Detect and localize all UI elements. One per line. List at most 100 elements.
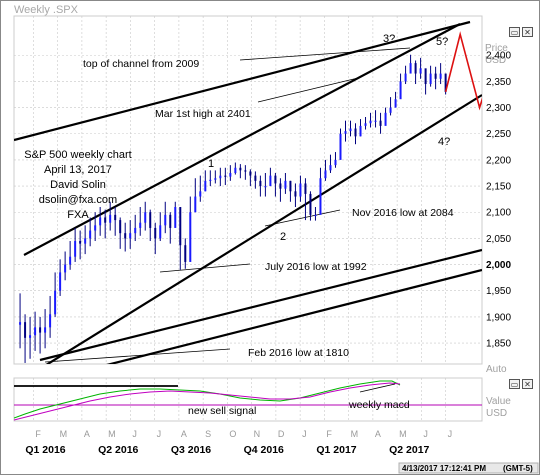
price-axis-label: Price (485, 43, 508, 54)
candle-body (209, 179, 212, 181)
month-tick-label: D (278, 429, 285, 439)
candle-body (439, 73, 442, 79)
candle-body (384, 112, 387, 126)
y-tick-label: 2,400 (486, 51, 511, 62)
month-tick-label: J (132, 429, 137, 439)
candle-body (54, 290, 57, 315)
macd-panel-close-button[interactable]: ✕ (522, 379, 533, 389)
candle-body (234, 167, 237, 173)
y-tick-label: 2,100 (486, 208, 511, 219)
y-tick-label: 2,300 (486, 103, 511, 114)
candle-body (434, 73, 437, 79)
month-tick-label: A (84, 429, 90, 439)
candle-body (24, 322, 27, 338)
macd-panel-restore-button[interactable]: ▭ (509, 379, 520, 389)
candle-body (189, 212, 192, 262)
candle-body (99, 217, 102, 226)
label-new-sell-signal: new sell signal (188, 405, 256, 417)
candle-body (169, 214, 172, 228)
y-tick-label: 2,350 (486, 77, 511, 88)
candle-body (34, 327, 37, 336)
candle-body (184, 245, 187, 262)
candle-body (79, 241, 82, 244)
candle-body (444, 73, 447, 92)
candle-body (274, 175, 277, 184)
candle-body (254, 175, 257, 181)
candle-body (414, 63, 417, 74)
candle-body (84, 238, 87, 244)
upper-channel-line (23, 23, 461, 256)
candle-body (339, 133, 342, 160)
y-tick-label: 2,000 (486, 260, 511, 271)
auto-scale-label[interactable]: Auto (486, 364, 507, 375)
candle-body (319, 178, 322, 215)
candle-body (114, 214, 117, 221)
candle-body (109, 214, 112, 223)
wave-labels: 1 2 3? 4? 5? (208, 33, 450, 243)
status-bar (398, 462, 539, 474)
candle-body (389, 107, 392, 113)
label-mar-high: Mar 1st high at 2401 (155, 108, 251, 120)
leader-july-low (159, 263, 251, 273)
quarter-tick-label: Q2 2016 (98, 444, 138, 456)
candle-body (204, 180, 207, 192)
candle-body (59, 272, 62, 291)
candle-body (309, 193, 312, 215)
label-feb-low: Feb 2016 low at 1810 (248, 347, 349, 359)
candle-body (424, 68, 427, 85)
quarter-tick-label: Q1 2016 (25, 444, 65, 456)
candle-body (289, 180, 292, 192)
label-weekly-macd: weekly macd (348, 399, 410, 411)
candle-body (239, 167, 242, 171)
candle-body (179, 207, 182, 246)
line-labels: top of channel from 2009 Mar 1st high at… (83, 58, 454, 359)
candle-body (229, 172, 232, 177)
macd-signal-line (14, 382, 401, 421)
lower-channel-line (45, 94, 482, 364)
candle-body (259, 180, 262, 187)
annotation-box: S&P 500 weekly chart April 13, 2017 Davi… (24, 149, 131, 221)
annotation-line-5: FXA (67, 209, 89, 221)
month-tick-label: M (351, 429, 359, 439)
y-tick-label: 1,950 (486, 286, 511, 297)
leader-feb-low (44, 348, 231, 363)
y-tick-labels: 2,400 2,350 2,300 2,250 2,200 2,150 2,100 2,050… (486, 51, 511, 350)
month-tick-label: M (60, 429, 68, 439)
candle-body (29, 335, 32, 338)
candle-body (224, 175, 227, 177)
candle-body (194, 196, 197, 213)
wave-label-2: 2 (280, 231, 286, 243)
price-series (19, 54, 447, 363)
label-nov-low: Nov 2016 low at 2084 (352, 207, 454, 219)
price-axis-unit: USD (485, 55, 506, 66)
leader-mar-high (257, 77, 359, 103)
month-tick-label: N (254, 429, 261, 439)
candle-body (264, 186, 267, 188)
candle-body (134, 227, 137, 234)
vertical-gridlines (33, 16, 446, 364)
y-tick-label: 2,250 (486, 129, 511, 140)
candle-body (199, 191, 202, 197)
candle-body (399, 81, 402, 100)
y-tick-label: 2,150 (486, 182, 511, 193)
candle-body (39, 327, 42, 333)
candle-body (149, 212, 152, 228)
price-panel (13, 15, 483, 365)
long-channel-line-upper (39, 248, 482, 362)
candle-body (64, 264, 67, 273)
price-panel-close-button[interactable]: ✕ (522, 27, 533, 37)
candle-body (359, 125, 362, 137)
label-july-low: July 2016 low at 1992 (265, 261, 367, 273)
candle-body (119, 220, 122, 234)
y-tick-label: 2,050 (486, 234, 511, 245)
price-panel-restore-button[interactable]: ▭ (509, 27, 520, 37)
candle-body (269, 175, 272, 187)
wave-label-1: 1 (208, 158, 214, 170)
annotation-line-4: dsolin@fxa.com (39, 194, 117, 206)
month-tick-label: M (399, 429, 407, 439)
candle-body (429, 73, 432, 85)
month-tick-label: S (205, 429, 211, 439)
candle-body (129, 233, 132, 239)
candle-body (284, 180, 287, 189)
